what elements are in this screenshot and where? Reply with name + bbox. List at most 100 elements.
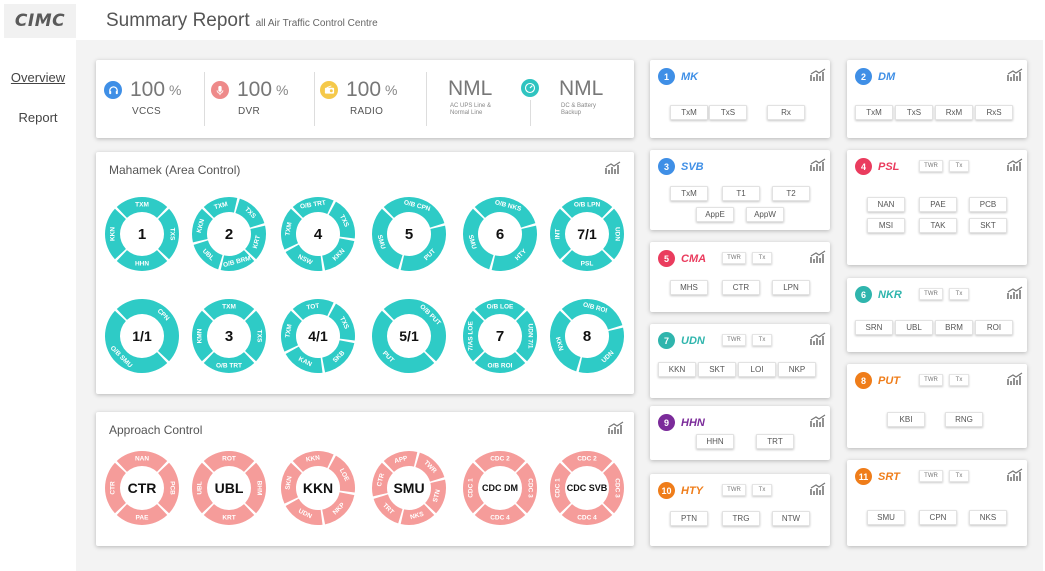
region-button-trg[interactable]: TRG xyxy=(722,511,760,526)
ring-segment[interactable] xyxy=(372,462,393,497)
region-tag-twr[interactable]: TWR xyxy=(919,288,943,300)
sector-ring-kkn[interactable]: KKN LOE NKP UDN SKN KKN xyxy=(280,450,356,526)
ring-segment[interactable] xyxy=(322,238,355,271)
sector-ring-7-1[interactable]: O/B LPN UDN PSL INT 7/1 xyxy=(549,196,625,272)
region-button-txs[interactable]: TxS xyxy=(895,105,933,120)
ring-segment[interactable] xyxy=(603,208,624,260)
ring-segment[interactable] xyxy=(474,451,526,472)
region-tag-twr[interactable]: TWR xyxy=(919,160,943,172)
region-button-ntw[interactable]: NTW xyxy=(772,511,810,526)
region-button-mhs[interactable]: MHS xyxy=(670,280,708,295)
ring-segment[interactable] xyxy=(561,504,613,525)
ring-segment[interactable] xyxy=(474,299,526,320)
ring-segment[interactable] xyxy=(463,208,494,270)
ring-segment[interactable] xyxy=(193,240,223,270)
ring-segment[interactable] xyxy=(400,504,435,525)
region-tag-tx[interactable]: Tx xyxy=(949,160,969,172)
ring-segment[interactable] xyxy=(383,197,445,228)
region-button-nkp[interactable]: NKP xyxy=(778,362,816,377)
ring-segment[interactable] xyxy=(516,462,537,514)
region-button-roi[interactable]: ROI xyxy=(975,320,1013,335)
region-button-txm[interactable]: TxM xyxy=(855,105,893,120)
region-button-msi[interactable]: MSI xyxy=(867,218,905,233)
sector-ring-ctr[interactable]: NAN PCB PAE CTR CTR xyxy=(104,450,180,526)
ring-segment[interactable] xyxy=(285,244,323,271)
ring-segment[interactable] xyxy=(292,451,334,472)
region-button-pae[interactable]: PAE xyxy=(919,197,957,212)
region-tag-twr[interactable]: TWR xyxy=(919,470,943,482)
ring-segment[interactable] xyxy=(245,462,266,514)
region-button-loi[interactable]: LOI xyxy=(738,362,776,377)
region-button-appe[interactable]: AppE xyxy=(696,207,734,222)
trend-chart-icon[interactable] xyxy=(810,68,826,82)
region-button-kkn[interactable]: KKN xyxy=(658,362,696,377)
region-button-lpn[interactable]: LPN xyxy=(772,280,810,295)
region-tag-twr[interactable]: TWR xyxy=(722,484,746,496)
ring-segment[interactable] xyxy=(245,310,266,362)
ring-segment[interactable] xyxy=(561,197,613,218)
ring-segment[interactable] xyxy=(491,225,537,271)
ring-segment[interactable] xyxy=(372,208,403,270)
region-button-rxm[interactable]: RxM xyxy=(935,105,973,120)
ring-segment[interactable] xyxy=(373,494,403,524)
region-button-hhn[interactable]: HHN xyxy=(696,434,734,449)
sector-ring-cdc-dm[interactable]: CDC 2 CDC 3 CDC 4 CDC 1 CDC DM xyxy=(462,450,538,526)
region-button-pcb[interactable]: PCB xyxy=(969,197,1007,212)
ring-segment[interactable] xyxy=(561,250,613,271)
ring-segment[interactable] xyxy=(245,225,266,260)
ring-segment[interactable] xyxy=(371,310,435,374)
trend-chart-icon[interactable] xyxy=(1007,68,1023,82)
ring-segment[interactable] xyxy=(116,451,168,472)
sector-ring-2[interactable]: TXM TXS KRT O/B BRM UBL KKN 2 xyxy=(191,196,267,272)
ring-segment[interactable] xyxy=(158,462,179,514)
ring-segment[interactable] xyxy=(603,462,624,514)
region-tag-tx[interactable]: Tx xyxy=(949,374,969,386)
region-tag-tx[interactable]: Tx xyxy=(949,470,969,482)
region-button-txm[interactable]: TxM xyxy=(670,105,708,120)
ring-segment[interactable] xyxy=(322,492,355,525)
region-button-ctr[interactable]: CTR xyxy=(722,280,760,295)
ring-segment[interactable] xyxy=(203,197,238,218)
trend-chart-icon[interactable] xyxy=(810,332,826,346)
sector-ring-8[interactable]: O/B ROI UDN KKN 8 xyxy=(549,298,625,374)
ring-segment[interactable] xyxy=(474,197,536,228)
ring-segment[interactable] xyxy=(104,310,168,374)
region-button-txs[interactable]: TxS xyxy=(709,105,747,120)
region-button-txm[interactable]: TxM xyxy=(670,186,708,201)
ring-segment[interactable] xyxy=(400,225,446,271)
nav-report[interactable]: Report xyxy=(18,110,58,125)
ring-segment[interactable] xyxy=(105,208,126,260)
ring-segment[interactable] xyxy=(116,298,180,362)
region-tag-tx[interactable]: Tx xyxy=(752,252,772,264)
region-button-skt[interactable]: SKT xyxy=(698,362,736,377)
region-tag-tx[interactable]: Tx xyxy=(752,334,772,346)
region-button-ubl[interactable]: UBL xyxy=(895,320,933,335)
ring-segment[interactable] xyxy=(292,197,334,218)
region-tag-twr[interactable]: TWR xyxy=(919,374,943,386)
nav-overview[interactable]: Overview xyxy=(10,70,66,85)
ring-segment[interactable] xyxy=(328,455,355,493)
ring-segment[interactable] xyxy=(550,462,571,514)
region-button-rng[interactable]: RNG xyxy=(945,412,983,427)
ring-segment[interactable] xyxy=(383,298,446,362)
region-button-appw[interactable]: AppW xyxy=(746,207,784,222)
trend-chart-icon[interactable] xyxy=(810,414,826,428)
ring-segment[interactable] xyxy=(281,462,302,504)
region-button-rxs[interactable]: RxS xyxy=(975,105,1013,120)
trend-chart-icon[interactable] xyxy=(810,250,826,264)
sector-ring-7[interactable]: O/B LOE UDN 7/1 O/B ROI 7/AS LOE 7 xyxy=(462,298,538,374)
sector-ring-ubl[interactable]: ROT BHM KRT UBL UBL xyxy=(191,450,267,526)
sector-ring-4[interactable]: O/B TRT TXS KKN NSW TXM 4 xyxy=(280,196,356,272)
trend-chart-icon[interactable] xyxy=(605,161,621,175)
sector-ring-4-1[interactable]: TOT TXS SKB KAN TXM 4/1 xyxy=(280,298,356,374)
region-button-tak[interactable]: TAK xyxy=(919,218,957,233)
ring-segment[interactable] xyxy=(322,340,355,373)
ring-segment[interactable] xyxy=(425,479,446,514)
ring-segment[interactable] xyxy=(203,451,255,472)
sector-ring-6[interactable]: O/B NKS HTY SMU 6 xyxy=(462,196,538,272)
ring-segment[interactable] xyxy=(220,250,255,271)
ring-segment[interactable] xyxy=(105,462,126,514)
trend-chart-icon[interactable] xyxy=(1007,158,1023,172)
region-button-trt[interactable]: TRT xyxy=(756,434,794,449)
sector-ring-5[interactable]: O/B CPN PUT SMU 5 xyxy=(371,196,447,272)
